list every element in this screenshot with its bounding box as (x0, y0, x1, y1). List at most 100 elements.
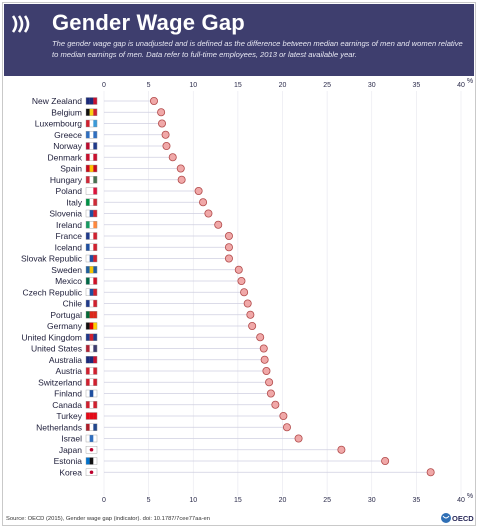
data-point (240, 288, 249, 297)
x-tick-label-top: 35 (412, 82, 420, 89)
country-label: Hungary (50, 175, 83, 185)
flag-icon (85, 412, 98, 420)
flag-icon (85, 378, 98, 386)
x-tick-label-bottom: 40 (457, 497, 465, 504)
flag-icon (85, 198, 98, 206)
country-label: Finland (54, 389, 82, 399)
flag-icon (85, 108, 98, 116)
x-tick-label-top: 40 (457, 82, 465, 89)
data-point (282, 423, 291, 432)
country-label: Japan (59, 445, 82, 455)
data-point (248, 321, 257, 330)
data-point (294, 434, 303, 443)
flag-icon (85, 232, 98, 240)
x-tick-label-bottom: 10 (189, 497, 197, 504)
country-label: Slovak Republic (21, 254, 83, 264)
flag-icon (85, 176, 98, 184)
flag-icon (85, 97, 98, 105)
flag-icon (85, 468, 98, 476)
x-tick-label-top: 5 (147, 82, 151, 89)
country-label: Switzerland (38, 377, 82, 387)
flag-icon (85, 209, 98, 218)
country-label: New Zealand (32, 96, 82, 106)
x-tick-label-bottom: 20 (279, 497, 287, 504)
country-label: Estonia (54, 456, 83, 466)
country-label: Turkey (56, 411, 82, 421)
country-label: Ireland (56, 220, 82, 230)
country-label: Poland (56, 186, 83, 196)
country-label: United Kingdom (22, 332, 82, 342)
country-label: Czech Republic (22, 287, 82, 297)
flag-icon (85, 457, 98, 465)
flag-icon (85, 243, 98, 251)
data-point (259, 344, 268, 353)
data-point (149, 97, 158, 106)
data-point (157, 108, 166, 117)
country-label: Belgium (51, 107, 82, 117)
flag-icon (85, 131, 98, 139)
oecd-arcs-icon (11, 15, 30, 33)
country-label: Norway (53, 141, 83, 151)
x-tick-label-bottom: 15 (234, 497, 242, 504)
x-tick-label-bottom: 35 (412, 497, 420, 504)
x-tick-label-bottom: 25 (323, 497, 331, 504)
data-point (266, 389, 275, 398)
country-label: Austria (56, 366, 83, 376)
country-label: Greece (54, 130, 82, 140)
flag-icon (85, 164, 98, 173)
flag-icon (85, 434, 98, 443)
data-point (224, 254, 233, 263)
country-label: Spain (60, 164, 82, 174)
data-point (204, 209, 213, 218)
x-tick-label-top: 10 (189, 82, 197, 89)
chart-header: Gender Wage Gap The gender wage gap is u… (4, 4, 474, 76)
data-point (246, 310, 255, 319)
chart-subtitle: The gender wage gap is unadjusted and is… (52, 39, 463, 59)
data-point (224, 243, 233, 252)
data-point (279, 411, 288, 420)
data-point (224, 231, 233, 240)
country-label: Sweden (51, 265, 82, 275)
data-point (168, 153, 177, 162)
country-label: Iceland (55, 242, 83, 252)
data-point (381, 456, 390, 465)
country-label: Italy (66, 197, 82, 207)
country-label: Germany (47, 321, 83, 331)
flag-icon (85, 266, 98, 274)
flag-icon (85, 187, 98, 195)
data-point (426, 468, 435, 477)
x-tick-label-top: 20 (279, 82, 287, 89)
oecd-logo-icon (441, 513, 451, 523)
country-label: Mexico (55, 276, 82, 286)
data-point (199, 198, 208, 207)
x-tick-label-bottom: 5 (147, 497, 151, 504)
flag-icon (85, 311, 98, 319)
country-label: Luxembourg (35, 119, 83, 129)
flag-icon (85, 221, 98, 229)
flag-icon (85, 288, 98, 296)
country-label: United States (31, 344, 82, 354)
data-point (243, 299, 252, 308)
data-point (265, 378, 274, 387)
flag-icon (85, 119, 98, 128)
country-label: France (56, 231, 83, 241)
flag-icon (85, 277, 98, 285)
data-point (262, 366, 271, 375)
country-label: Portugal (50, 310, 82, 320)
x-tick-label-top: 30 (368, 82, 376, 89)
data-point (234, 265, 243, 274)
x-tick-label-bottom: 0 (102, 497, 106, 504)
flag-icon (85, 389, 98, 398)
data-point (271, 400, 280, 409)
data-point (237, 276, 246, 285)
flag-icon (85, 322, 98, 330)
flag-icon (85, 344, 98, 353)
data-point (337, 445, 346, 454)
x-tick-label-bottom: 30 (368, 497, 376, 504)
country-label: Slovenia (49, 209, 82, 219)
data-point (161, 130, 170, 139)
country-label: Canada (52, 400, 82, 410)
data-point (177, 175, 186, 184)
x-unit-label-bottom: % (467, 493, 473, 500)
